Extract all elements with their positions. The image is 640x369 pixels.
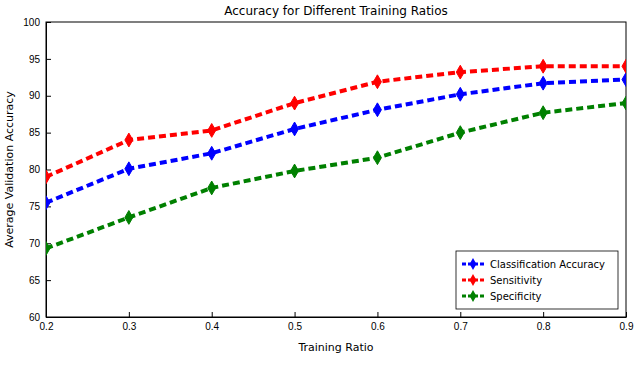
y-axis-title: Average Validation Accuracy [3, 91, 16, 248]
tick-label: 65 [29, 275, 41, 286]
tick-label: 80 [29, 164, 41, 175]
tick-label: 0.5 [288, 321, 302, 332]
tick-label: 0.2 [40, 321, 54, 332]
tick-label: 0.7 [454, 321, 468, 332]
legend: Classification Accuracy Sensitivity Specif… [456, 251, 618, 309]
y-axis: 60 65 70 75 80 85 90 95 100 [23, 17, 51, 323]
series-marker [208, 124, 216, 138]
series-marker [125, 133, 133, 147]
series-marker [539, 106, 547, 120]
series-marker [46, 170, 50, 184]
tick: 95 [29, 54, 51, 65]
tick-label: 0.6 [371, 321, 385, 332]
series-marker [373, 75, 381, 89]
legend-box [456, 251, 618, 309]
chart-title: Accuracy for Different Training Ratios [224, 4, 448, 18]
legend-label: Specificity [490, 291, 542, 302]
series-marker [291, 164, 299, 178]
x-axis-title: Training Ratio [297, 341, 373, 354]
series-marker [539, 59, 547, 73]
legend-item: Classification Accuracy [462, 258, 605, 270]
tick: 0.6 [371, 312, 385, 332]
series-marker [373, 151, 381, 165]
legend-marker [470, 290, 477, 302]
plot-area: 0.2 0.3 0.4 0.5 0.6 0.7 0.8 0.9 60 65 70 75 80 85 90 95… [23, 17, 634, 332]
chart: 0.2 0.3 0.4 0.5 0.6 0.7 0.8 0.9 60 65 70 75 80 85 90 95… [0, 0, 640, 369]
series-marker [208, 146, 216, 160]
tick-label: 0.8 [537, 321, 551, 332]
series-marker [291, 96, 299, 110]
series-line [46, 103, 626, 248]
legend-marker [470, 274, 477, 286]
legend-label: Classification Accuracy [490, 259, 605, 270]
tick: 0.8 [537, 312, 551, 332]
tick-mark [46, 59, 51, 60]
series-marker [208, 181, 216, 195]
series-marker [46, 196, 50, 210]
tick: 65 [29, 275, 51, 286]
legend-item: Specificity [462, 290, 542, 302]
series-group [46, 59, 626, 255]
tick-mark [543, 312, 544, 317]
series-marker [456, 65, 464, 79]
legend-item: Sensitivity [462, 274, 542, 286]
series-marker [291, 122, 299, 136]
tick-label: 90 [29, 90, 41, 101]
tick: 0.3 [122, 312, 136, 332]
tick-mark [212, 312, 213, 317]
tick-mark [46, 96, 51, 97]
tick-label: 75 [29, 201, 41, 212]
tick-label: 0.9 [620, 321, 634, 332]
tick-mark [46, 133, 51, 134]
tick-label: 100 [23, 17, 40, 28]
series-marker [456, 87, 464, 101]
tick-label: 60 [29, 312, 41, 323]
series-marker [125, 211, 133, 225]
series-marker [539, 76, 547, 90]
tick-mark [377, 312, 378, 317]
tick-mark [460, 312, 461, 317]
tick: 0.5 [288, 312, 302, 332]
series-marker [125, 162, 133, 176]
tick-mark [295, 312, 296, 317]
tick: 85 [29, 127, 51, 138]
plot-frame [46, 22, 626, 317]
series-marker [622, 96, 626, 110]
legend-marker [470, 258, 477, 270]
series-marker [622, 59, 626, 73]
legend-label: Sensitivity [490, 275, 542, 286]
tick-label: 70 [29, 238, 41, 249]
series-marker [373, 103, 381, 117]
series-marker [622, 73, 626, 87]
series-marker [456, 126, 464, 140]
tick-label: 0.4 [205, 321, 219, 332]
tick: 0.4 [205, 312, 219, 332]
tick-mark [129, 312, 130, 317]
series-line [46, 66, 626, 177]
tick: 90 [29, 90, 51, 101]
tick-mark [46, 280, 51, 281]
tick: 0.9 [620, 312, 634, 332]
series-marker [46, 242, 50, 256]
tick-label: 85 [29, 127, 41, 138]
tick: 0.7 [454, 312, 468, 332]
tick-label: 0.3 [122, 321, 136, 332]
x-axis: 0.2 0.3 0.4 0.5 0.6 0.7 0.8 0.9 [40, 312, 634, 332]
tick-label: 95 [29, 54, 41, 65]
